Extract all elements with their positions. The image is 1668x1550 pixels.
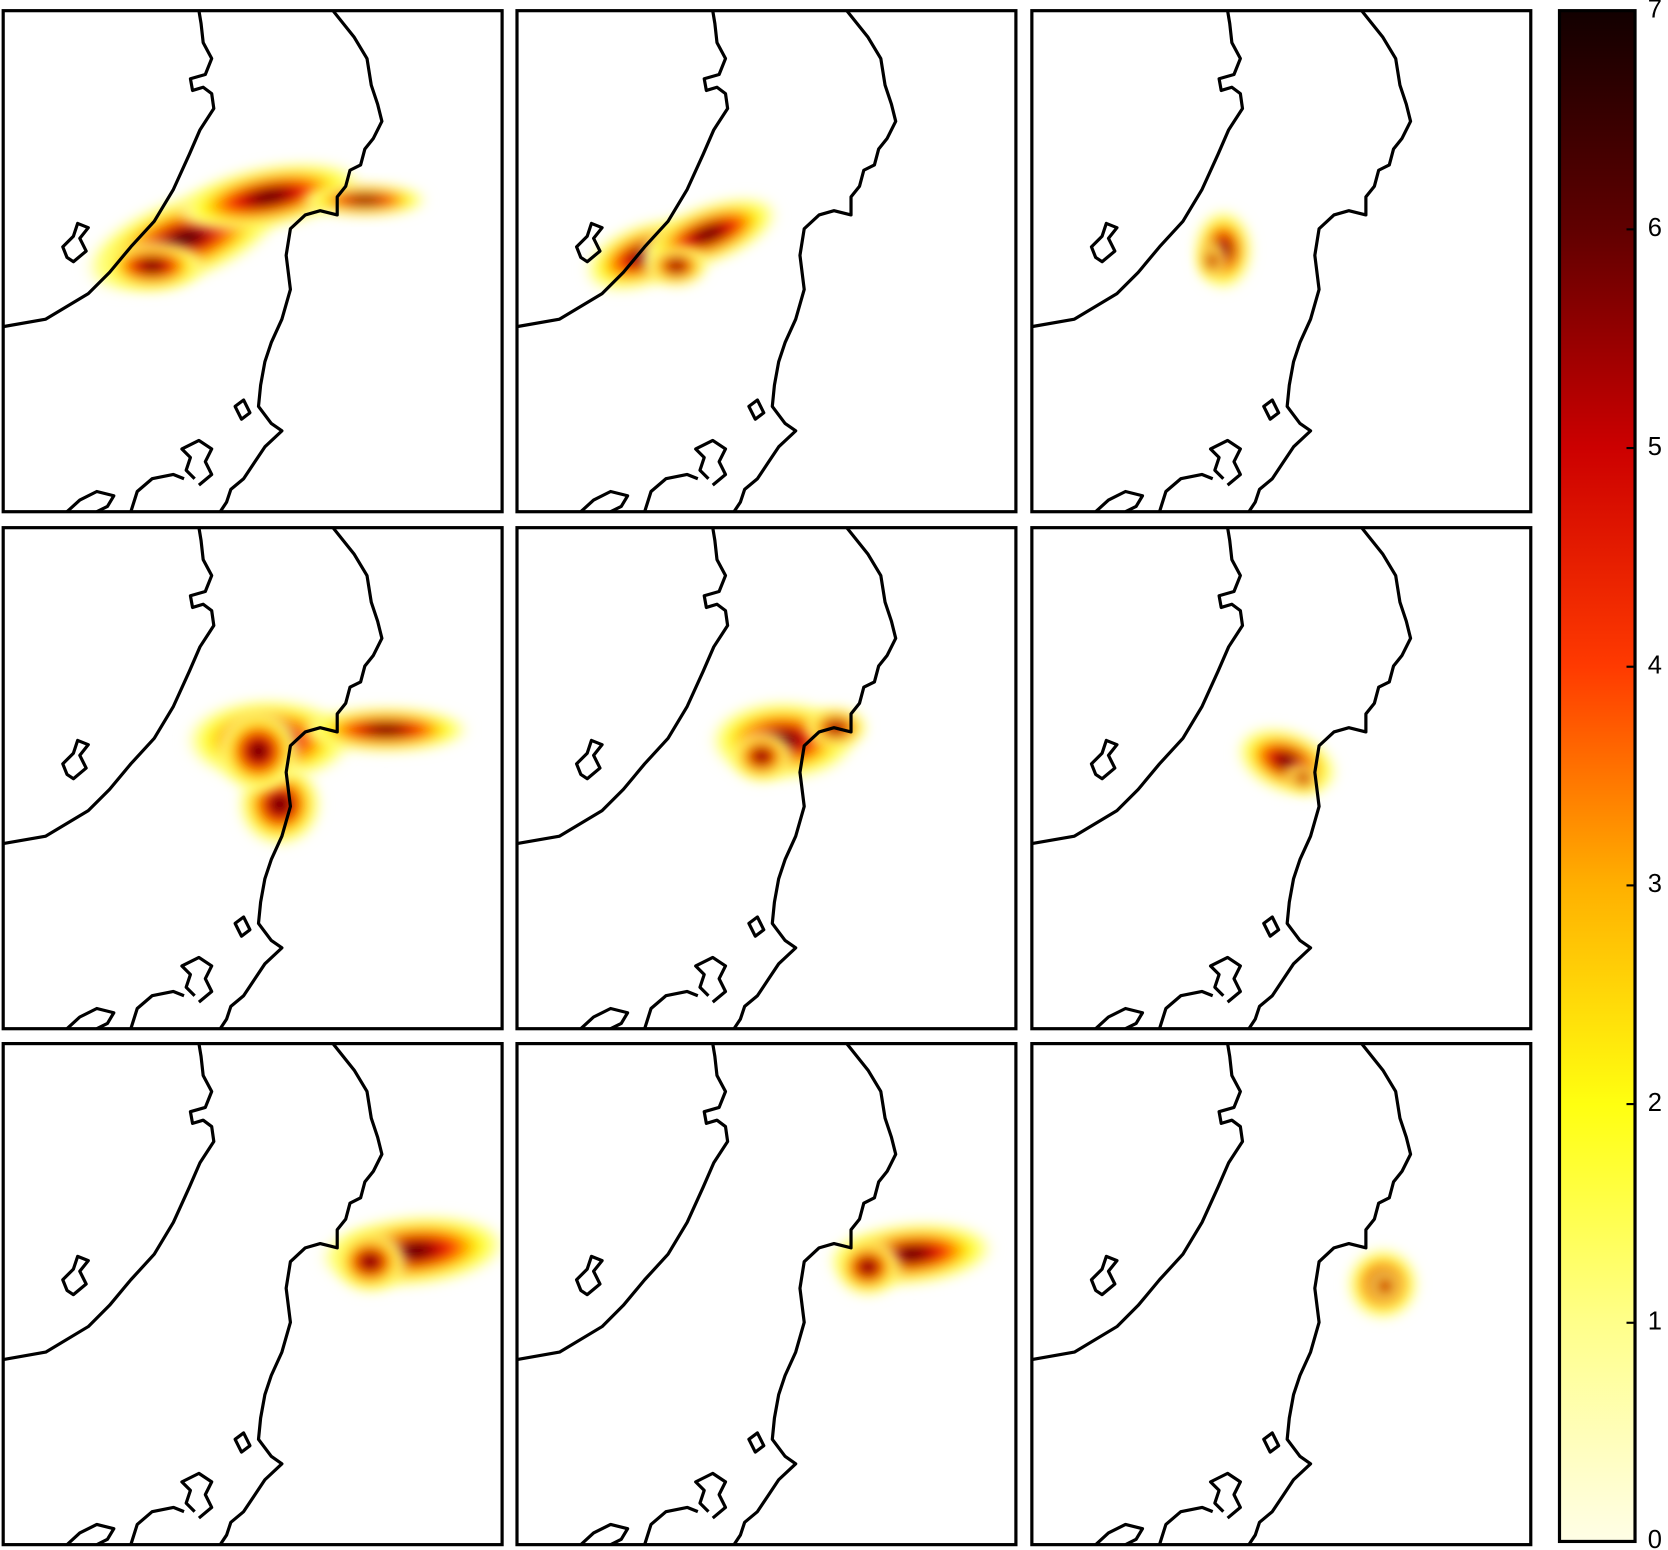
colorbar [1557, 9, 1637, 1544]
colorbar-tick-label: 7 [1648, 0, 1662, 23]
coastline [3, 1043, 384, 1545]
colorbar-tick-label: 2 [1648, 1089, 1662, 1117]
colorbar-tick-label: 3 [1648, 870, 1662, 898]
panel-frame [515, 526, 1018, 1031]
panel-frame [1, 1042, 504, 1547]
plume [1284, 762, 1322, 794]
coastline [1031, 527, 1413, 1029]
panel-frame [1, 526, 504, 1031]
map-panel [1030, 1042, 1533, 1547]
colorbar-tick-label: 6 [1648, 214, 1662, 242]
plume [834, 1237, 903, 1297]
map-panel [515, 1042, 1018, 1547]
map-panel [1030, 9, 1533, 514]
map-panel [515, 9, 1018, 514]
map-panel [1, 1042, 504, 1547]
panel-frame [1030, 9, 1533, 514]
plume [1236, 726, 1339, 797]
map-panel [1030, 526, 1533, 1031]
panel-frame [515, 1042, 1018, 1547]
coastline [3, 527, 384, 1029]
colorbar-tick-label: 5 [1648, 433, 1662, 461]
plume [644, 244, 709, 288]
plume [1365, 1266, 1405, 1306]
plume [1197, 241, 1228, 280]
plume [301, 183, 429, 218]
coastline [516, 1043, 898, 1545]
map-panel [1, 526, 504, 1031]
panel-frame [1030, 526, 1533, 1031]
plume [301, 706, 472, 754]
coastline [516, 527, 898, 1029]
colorbar-tick-label: 1 [1648, 1308, 1662, 1336]
plume [174, 161, 364, 233]
plume [332, 1229, 408, 1294]
map-panel [1, 9, 504, 514]
colorbar-tick-label: 0 [1648, 1526, 1662, 1550]
plume [215, 708, 302, 794]
colorbar-tick-label: 4 [1648, 651, 1662, 679]
panel-frame [1030, 1042, 1533, 1547]
plume [729, 729, 794, 783]
panel-frame [1, 9, 504, 514]
map-panel [515, 526, 1018, 1031]
panel-frame [515, 9, 1018, 514]
